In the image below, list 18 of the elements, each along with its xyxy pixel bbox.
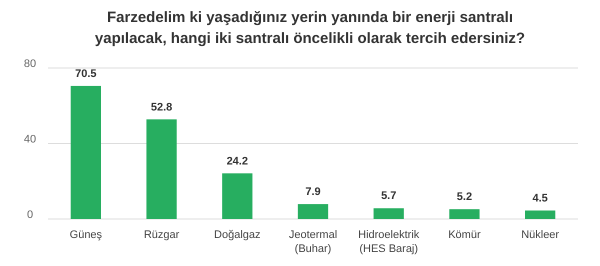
data-label: 5.2	[456, 191, 472, 204]
y-tick-label: 40	[24, 133, 36, 146]
data-label: 70.5	[75, 68, 97, 80]
x-tick-label: Kömür	[448, 229, 481, 241]
x-tick-label: Nükleer	[521, 229, 560, 241]
x-tick-label: Rüzgar	[144, 229, 180, 241]
data-label: 52.8	[150, 101, 172, 114]
data-label: 5.7	[381, 190, 396, 202]
x-tick-label: Jeotermal (Buhar)	[288, 229, 338, 255]
x-tick-label: Doğalgaz	[214, 229, 261, 241]
data-label: 7.9	[305, 186, 321, 198]
chart-title: Farzedelim ki yaşadığınız yerin yanında bir enerji santralı yapılacak, hangi iki santralı öncelikli olarak tercih edersiniz?	[94, 9, 526, 47]
y-tick-label: 0	[26, 208, 34, 221]
y-tick-label: 80	[24, 58, 36, 70]
x-tick-label: Güneş	[70, 229, 103, 241]
data-label: 4.5	[532, 192, 548, 205]
data-label: 24.2	[226, 155, 248, 168]
x-tick-label: Hidroelektrik (HES Baraj)	[358, 229, 420, 255]
